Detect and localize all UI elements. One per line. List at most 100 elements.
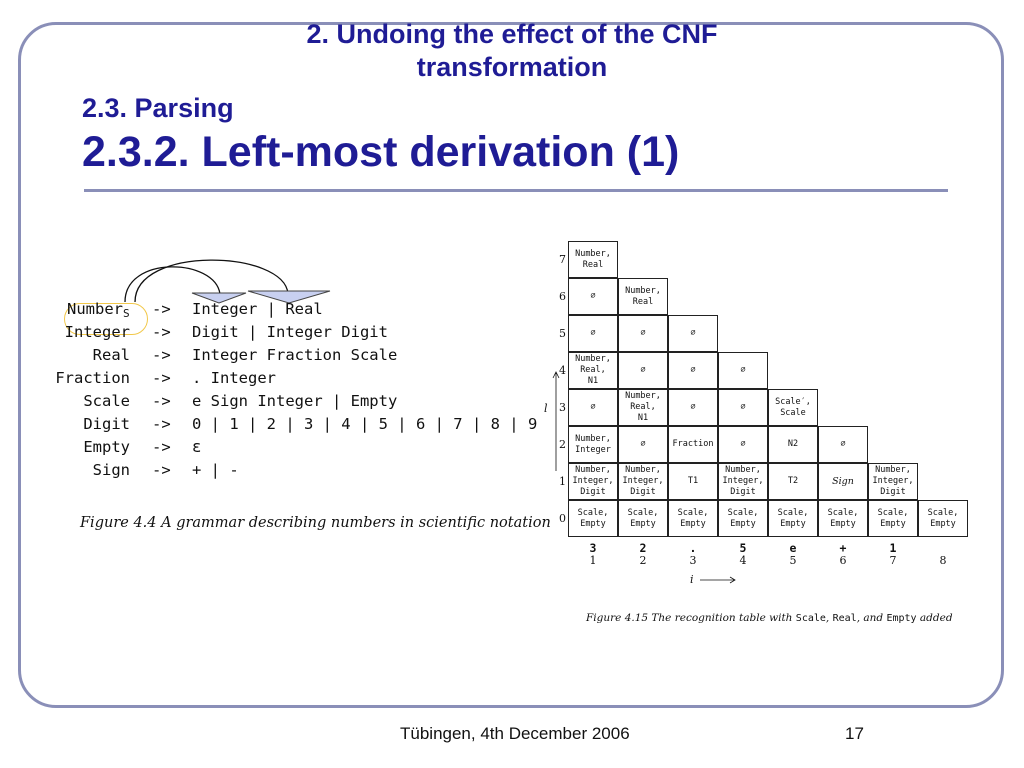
cell-text: ∅	[590, 291, 596, 301]
table-cell: Scale, Empty	[718, 500, 768, 537]
table-cell: ∅	[618, 426, 668, 463]
rule-lhs-text: Real	[92, 346, 130, 364]
title-rule	[84, 189, 948, 192]
cell-text: ∅	[740, 365, 746, 375]
axis-arrows	[552, 371, 736, 584]
rule-rhs: ε	[192, 438, 202, 456]
rule-arrow: ->	[152, 415, 171, 433]
rule-lhs-text: Integer	[64, 323, 130, 341]
cell-text: ∅	[640, 439, 646, 449]
caption-scale: Scale	[795, 613, 826, 624]
table-cell: Number, Real	[618, 278, 668, 315]
cell-text: ∅	[740, 439, 746, 449]
position-number: 8	[939, 554, 947, 567]
caption-suffix: added	[916, 612, 953, 624]
table-cell: Number, Real, N1	[618, 389, 668, 426]
row-label: 3	[559, 401, 566, 414]
table-cell: Scale, Empty	[818, 500, 868, 537]
rule-lhs-text: Number	[67, 300, 123, 318]
subsection-heading: 2.3.2. Left-most derivation (1)	[82, 128, 680, 176]
table-cell: Fraction	[668, 426, 718, 463]
cell-text: Scale, Empty	[777, 507, 809, 529]
table-cell: ∅	[568, 389, 618, 426]
row-label: 1	[559, 475, 566, 488]
table-cell: Number, Real, N1	[568, 352, 618, 389]
caption-real: Real	[832, 613, 857, 624]
row-label: 6	[559, 290, 566, 303]
rule-rhs: 0 | 1 | 2 | 3 | 4 | 5 | 6 | 7 | 8 | 9	[192, 415, 538, 433]
table-cell: ∅	[668, 352, 718, 389]
input-token: +	[839, 541, 847, 555]
highlight-start-symbol	[64, 303, 148, 335]
cell-text: ∅	[690, 402, 696, 412]
cell-text: Number, Integer, Digit	[572, 465, 614, 497]
table-cell: Sign	[818, 463, 868, 500]
input-token: 2	[639, 541, 647, 555]
table-cell: ∅	[718, 352, 768, 389]
slide-frame	[18, 22, 1004, 708]
cell-text: Number, Integer, Digit	[622, 465, 664, 497]
table-cell: ∅	[568, 278, 618, 315]
cell-text: T1	[687, 476, 699, 486]
cell-text: ∅	[590, 328, 596, 338]
cell-text: Number, Integer	[575, 433, 611, 455]
table-cell: Scale, Empty	[918, 500, 968, 537]
row-label: 7	[559, 253, 566, 266]
cell-text: Scale, Empty	[877, 507, 909, 529]
input-token: 1	[889, 541, 897, 555]
caption-sep-2: , and	[856, 612, 887, 624]
cell-text: Number, Integer, Digit	[722, 465, 764, 497]
table-cell: ∅	[718, 426, 768, 463]
footer-text: Tübingen, 4th December 2006	[400, 724, 630, 743]
table-cell: Number, Integer	[568, 426, 618, 463]
table-cell: T2	[768, 463, 818, 500]
cell-text: T2	[787, 476, 799, 486]
rule-lhs-text: Fraction	[55, 369, 130, 387]
cell-text: Sign	[832, 476, 854, 487]
rule-lhs: Integer	[40, 323, 130, 341]
rule-arrow: ->	[152, 300, 171, 318]
cell-text: Number, Real	[575, 248, 611, 270]
position-number: 2	[639, 554, 647, 567]
cell-text: N2	[787, 439, 799, 449]
page-number: 17	[845, 724, 864, 743]
rule-arrow: ->	[152, 323, 171, 341]
cell-text: Scale, Empty	[677, 507, 709, 529]
caption-sep-1: ,	[825, 612, 833, 624]
position-number: 4	[739, 554, 747, 567]
row-label: 0	[559, 512, 566, 525]
table-cell: Scale, Empty	[568, 500, 618, 537]
table-cell: Scale, Empty	[768, 500, 818, 537]
caption-empty: Empty	[886, 613, 917, 624]
rule-lhs: Sign	[40, 461, 130, 479]
cell-text: ∅	[690, 365, 696, 375]
table-cell: Number, Integer, Digit	[868, 463, 918, 500]
arc-to-integer	[124, 266, 221, 303]
table-caption: Figure 4.15 The recognition table with S…	[586, 612, 953, 624]
rule-lhs: Empty	[40, 438, 130, 456]
row-label: 4	[559, 364, 566, 377]
rule-lhs-text: Scale	[83, 392, 130, 410]
cell-text: Fraction	[672, 439, 714, 449]
input-token: 3	[589, 541, 597, 555]
cell-text: Scale, Empty	[927, 507, 959, 529]
position-number: 5	[789, 554, 797, 567]
title-line-1: 2. Undoing the effect of the CNF	[306, 19, 718, 49]
position-number: 3	[689, 554, 697, 567]
section-heading: 2.3. Parsing	[82, 93, 234, 123]
table-cell: T1	[668, 463, 718, 500]
table-cell: Scale, Empty	[668, 500, 718, 537]
slide-title: 2. Undoing the effect of the CNF transfo…	[0, 18, 1024, 84]
rule-arrow: ->	[152, 346, 171, 364]
rule-rhs: Digit | Integer Digit	[192, 323, 388, 341]
rule-arrow: ->	[152, 369, 171, 387]
rule-rhs: e Sign Integer | Empty	[192, 392, 398, 410]
cell-text: ∅	[640, 328, 646, 338]
caption-prefix: Figure 4.15 The recognition table with	[586, 612, 796, 624]
rule-lhs: Scale	[40, 392, 130, 410]
rule-lhs: Digit	[40, 415, 130, 433]
rule-lhs-text: Digit	[83, 415, 130, 433]
cell-text: ∅	[740, 402, 746, 412]
table-cell: ∅	[668, 315, 718, 352]
rule-rhs: Integer | Real	[192, 300, 323, 318]
